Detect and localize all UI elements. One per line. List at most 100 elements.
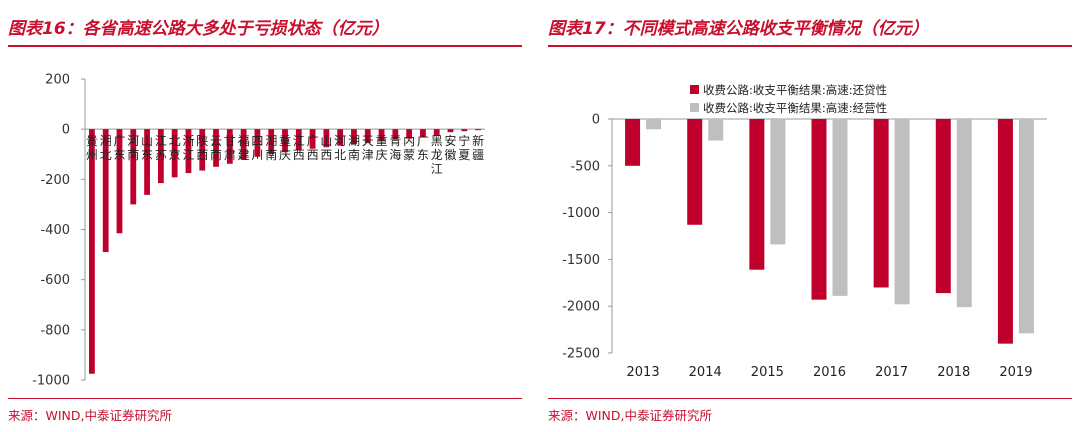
bar (309, 129, 316, 149)
category-label: 东 (417, 148, 429, 162)
bar-series-1 (625, 119, 641, 166)
bar (157, 129, 164, 184)
category-label: 2014 (689, 365, 722, 380)
category-label: 云 (210, 134, 222, 148)
category-label: 重 (376, 134, 388, 148)
category-label: 天 (362, 134, 374, 148)
bar-series-1 (811, 119, 827, 300)
bar-series-1 (749, 119, 765, 270)
category-label: 江 (431, 162, 443, 176)
y-tick-label: -2500 (562, 347, 600, 362)
category-label: 夏 (458, 148, 470, 162)
category-label: 重 (279, 134, 291, 148)
right-source-rule (548, 398, 1072, 399)
bar (116, 129, 123, 234)
bar (199, 129, 206, 171)
category-label: 青 (389, 134, 401, 148)
left-panel: 图表16：各省高速公路大多处于亏损状态（亿元） 200 0 -200 -400 -600… (0, 0, 530, 432)
category-label: 贵 (86, 134, 98, 148)
category-label: 庆 (376, 148, 388, 162)
category-label: 甘 (224, 134, 236, 148)
category-label: 海 (389, 147, 401, 162)
bar (392, 129, 399, 140)
category-label: 徽 (445, 147, 457, 162)
category-label: 江 (293, 134, 305, 148)
category-label: 宁 (458, 133, 470, 148)
category-label: 浙 (182, 134, 194, 148)
bar (130, 129, 137, 205)
bar (323, 129, 330, 148)
bar (171, 129, 178, 178)
category-label: 西 (320, 148, 332, 162)
category-label: 建 (238, 148, 250, 162)
category-label: 黑 (431, 134, 443, 148)
category-label: 广 (307, 134, 319, 148)
category-label: 安 (445, 133, 457, 148)
category-label: 肃 (224, 148, 236, 162)
bar-series-2 (832, 119, 848, 296)
bar (102, 129, 109, 253)
category-label: 河 (127, 134, 139, 148)
category-label: 龙 (431, 148, 443, 162)
category-label: 川 (251, 148, 263, 162)
category-label: 湖 (100, 133, 112, 148)
bar (475, 129, 481, 131)
category-label: 陕 (196, 133, 208, 148)
y-tick-label: -1000 (32, 374, 70, 389)
category-label: 南 (210, 147, 222, 162)
category-label: 2016 (813, 365, 846, 380)
bar (254, 129, 261, 157)
bar (351, 129, 357, 145)
category-label: 2013 (627, 365, 660, 380)
category-label: 州 (86, 148, 98, 162)
bar (447, 129, 454, 133)
category-label: 山 (141, 134, 153, 148)
bar (185, 129, 192, 174)
bar (240, 129, 247, 160)
category-label: 北 (334, 148, 346, 162)
y-tick-label: -200 (40, 173, 70, 188)
bar (282, 129, 288, 153)
bar (226, 129, 233, 164)
category-label: 四 (251, 134, 263, 148)
category-label: 湖 (348, 133, 360, 148)
left-source-rule (8, 398, 522, 399)
category-label: 南 (348, 147, 360, 162)
bar-series-1 (997, 119, 1013, 344)
left-bar-chart: 2000-200-400-600-800-1000贵州湖北广东河南山东江苏北京浙… (32, 73, 485, 389)
y-tick-label: -500 (570, 159, 600, 174)
bar-series-2 (770, 119, 786, 245)
legend-swatch (690, 85, 699, 94)
y-tick-label: 0 (592, 113, 600, 128)
category-label: 北 (169, 134, 181, 148)
y-tick-label: -2000 (562, 300, 600, 315)
category-label: 北 (100, 148, 112, 162)
y-tick-label: 0 (62, 123, 70, 138)
left-chart-title: 图表16：各省高速公路大多处于亏损状态（亿元） (8, 19, 389, 39)
bar (89, 129, 95, 374)
category-label: 津 (362, 148, 374, 162)
right-bar-chart: 0 -500 -1000 -1500 -2000 -2500 2013 2014 2015 201… (562, 83, 1047, 380)
category-label: 东 (113, 148, 125, 162)
category-label: 湖 (265, 133, 277, 148)
category-label: 江 (155, 134, 167, 148)
bar (144, 129, 150, 195)
category-label: 蒙 (403, 148, 415, 162)
y-tick-label: -400 (40, 223, 70, 238)
category-label: 东 (141, 148, 153, 162)
category-label: 南 (127, 147, 139, 162)
legend-label: 收费公路:收支平衡结果:高速:经营性 (703, 101, 887, 115)
category-label: 2015 (751, 365, 784, 380)
bar-series-2 (646, 119, 662, 130)
left-title-rule (8, 45, 522, 47)
category-label: 2017 (875, 365, 908, 380)
right-source: 来源：WIND,中泰证券研究所 (548, 408, 712, 423)
y-tick-label: -800 (40, 323, 70, 338)
y-tick-label: -1500 (562, 253, 600, 268)
bar-series-2 (956, 119, 972, 308)
bar-series-1 (687, 119, 703, 225)
category-label: 福 (238, 133, 250, 148)
category-label: 疆 (472, 148, 484, 162)
bar-series-1 (935, 119, 951, 294)
bar-series-1 (873, 119, 889, 288)
